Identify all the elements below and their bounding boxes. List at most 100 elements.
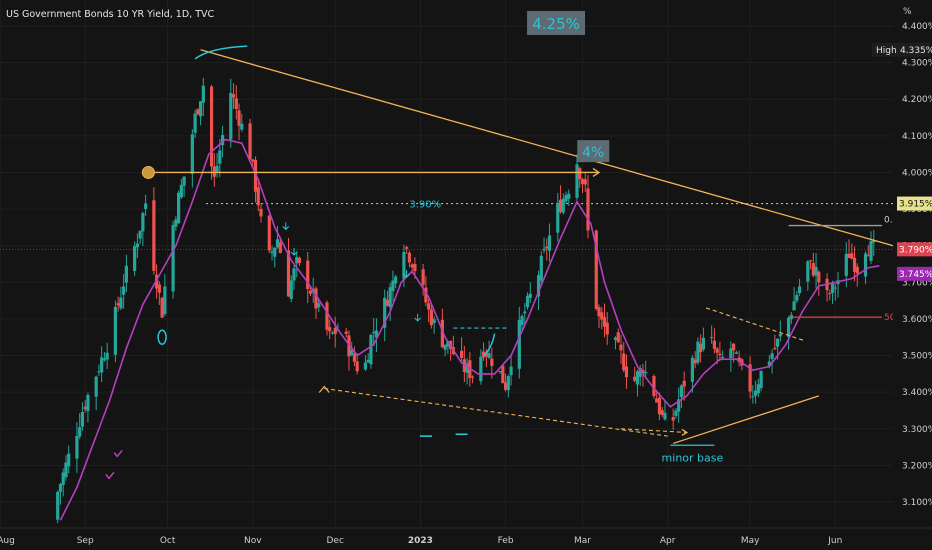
candle-body bbox=[67, 453, 71, 467]
candle-body bbox=[160, 297, 164, 318]
y-tick-label: 3.500% bbox=[902, 352, 932, 362]
candle-body bbox=[83, 406, 87, 410]
candle-body bbox=[536, 275, 541, 297]
candle-body bbox=[633, 376, 637, 381]
candle-body bbox=[270, 251, 274, 254]
candle-body bbox=[366, 359, 370, 363]
candle-body bbox=[363, 362, 368, 370]
candle-body bbox=[253, 159, 258, 192]
candle-body bbox=[383, 297, 387, 328]
x-tick-label: Dec bbox=[327, 536, 344, 546]
candle-body bbox=[391, 280, 395, 292]
candle-body bbox=[152, 200, 156, 271]
candle-body bbox=[561, 198, 565, 213]
candle-body bbox=[506, 375, 510, 391]
candle-body bbox=[198, 101, 203, 117]
candle-body bbox=[578, 168, 582, 180]
drawn-circle bbox=[157, 329, 167, 345]
candle-body bbox=[863, 253, 868, 277]
candle-body bbox=[721, 356, 725, 358]
candle-body bbox=[792, 301, 796, 311]
candle-body bbox=[660, 410, 664, 415]
candle-body bbox=[663, 412, 667, 420]
candle-body bbox=[748, 364, 752, 392]
candle-body bbox=[333, 327, 337, 334]
candle-body bbox=[182, 176, 186, 186]
candle-body bbox=[479, 356, 483, 382]
candle-body bbox=[696, 341, 700, 363]
candle-body bbox=[690, 357, 695, 382]
y-tick-label: 4.200% bbox=[902, 95, 932, 105]
candle-body bbox=[498, 371, 502, 373]
label-425-box bbox=[527, 10, 586, 35]
candle-body bbox=[350, 349, 354, 356]
time-scale-bg bbox=[0, 528, 932, 550]
candle-body bbox=[196, 109, 200, 115]
candle-body bbox=[732, 343, 736, 351]
candle-body bbox=[218, 150, 222, 164]
candle-body bbox=[786, 317, 791, 337]
candle-body bbox=[520, 316, 524, 326]
high-badge-value: 4.335% bbox=[900, 46, 932, 56]
candle-body bbox=[844, 253, 848, 277]
moving-average-line bbox=[59, 138, 880, 521]
candle-body bbox=[754, 390, 758, 396]
candle-body bbox=[655, 398, 659, 403]
candle-body bbox=[641, 370, 645, 374]
chart-title: US Government Bonds 10 YR Yield, 1D, TVC bbox=[6, 9, 215, 20]
down-arrow-icon bbox=[403, 269, 411, 278]
candle-body bbox=[297, 257, 302, 264]
candle-body bbox=[155, 274, 159, 289]
candle-body bbox=[135, 243, 139, 248]
candle-body bbox=[737, 357, 741, 363]
candle-body bbox=[56, 491, 60, 520]
candle-body bbox=[443, 344, 447, 350]
candle-body bbox=[583, 179, 587, 185]
candle-body bbox=[600, 312, 604, 320]
candle-body bbox=[424, 287, 428, 303]
candle-body bbox=[119, 297, 123, 309]
candle-body bbox=[778, 333, 782, 337]
candle-body bbox=[306, 260, 310, 290]
candle-body bbox=[157, 284, 161, 293]
candle-body bbox=[597, 307, 601, 317]
candle-body bbox=[616, 332, 620, 343]
label-4: 4% bbox=[582, 145, 604, 161]
candle-body bbox=[355, 361, 359, 372]
candle-body bbox=[567, 193, 571, 199]
candle-body bbox=[80, 411, 85, 427]
candle-body bbox=[460, 350, 464, 359]
candle-body bbox=[144, 203, 148, 209]
candle-body bbox=[833, 287, 837, 289]
level-3915-badge: 3.915% bbox=[899, 200, 932, 210]
candle-body bbox=[231, 94, 236, 98]
y-tick-label: 4.000% bbox=[902, 168, 932, 178]
y-tick-label: 3.300% bbox=[902, 425, 932, 435]
candle-body bbox=[523, 311, 527, 314]
drawn-swoosh bbox=[194, 45, 248, 60]
candle-body bbox=[407, 252, 412, 263]
candle-body bbox=[133, 246, 137, 271]
candle-body bbox=[471, 376, 475, 378]
candle-body bbox=[163, 286, 167, 315]
candle-body bbox=[58, 484, 63, 492]
candle-body bbox=[100, 357, 104, 373]
candle-body bbox=[674, 410, 678, 416]
minor-base-label: minor base bbox=[662, 451, 724, 464]
y-tick-label: 3.400% bbox=[902, 388, 932, 398]
level-start-marker bbox=[141, 165, 155, 179]
candle-body bbox=[440, 319, 444, 348]
candle-body bbox=[465, 363, 469, 373]
candle-body bbox=[503, 382, 508, 390]
x-tick-label: 2023 bbox=[408, 536, 433, 546]
candle-body bbox=[547, 235, 552, 251]
candle-body bbox=[352, 353, 357, 362]
candle-body bbox=[212, 166, 216, 177]
candle-body bbox=[234, 98, 238, 109]
candle-body bbox=[413, 263, 417, 272]
candle-body bbox=[712, 340, 716, 349]
candle-body bbox=[427, 303, 431, 310]
candle-body bbox=[240, 123, 244, 130]
candle-body bbox=[295, 256, 299, 264]
